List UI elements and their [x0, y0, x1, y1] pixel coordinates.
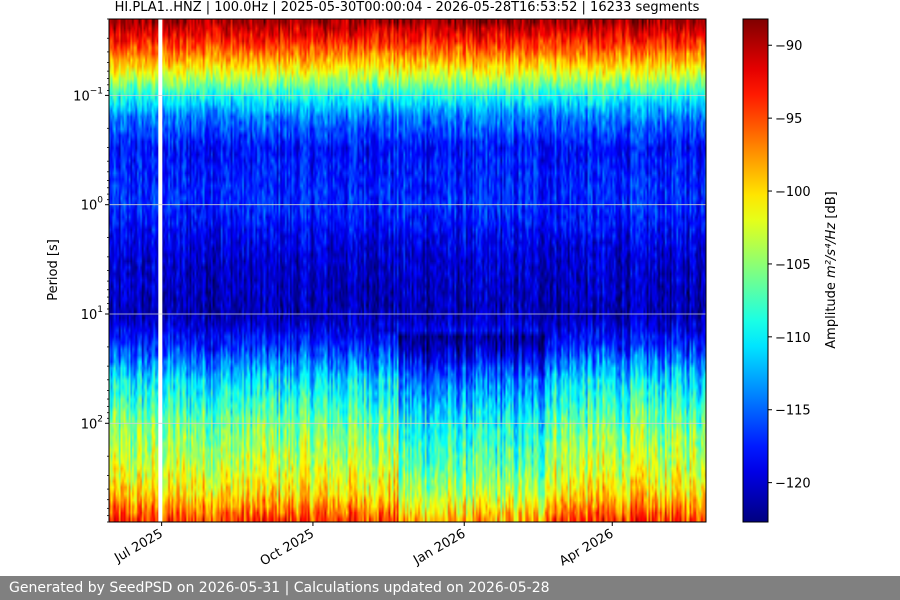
data-gap — [158, 19, 163, 522]
colorbar-tick-label: −105 — [775, 258, 811, 273]
colorbar-tick-label: −100 — [775, 185, 811, 200]
x-tick-label: Apr 2026 — [557, 526, 616, 569]
y-tick-label: 102 — [81, 414, 103, 432]
plot-area — [108, 18, 707, 523]
colorbar-tick-label: −110 — [775, 331, 811, 346]
y-tick-label: 10−1 — [73, 86, 103, 104]
x-tick-label: Jul 2025 — [111, 526, 165, 566]
y-axis: 10−1 100 101 102 — [73, 18, 109, 523]
y-tick-label: 100 — [81, 196, 104, 214]
colorbar-label-suffix: [dB] — [824, 191, 839, 222]
colorbar-tick-label: −90 — [775, 39, 802, 54]
y-tick-label: 101 — [81, 305, 103, 323]
y-axis-label: Period [s] — [46, 239, 61, 301]
x-tick-label: Oct 2025 — [258, 526, 317, 569]
footer-bar: Generated by SeedPSD on 2026-05-31 | Cal… — [0, 576, 900, 600]
colorbar: −90 −95 −100 −105 −110 −115 −120 — [742, 18, 811, 523]
footer-text: Generated by SeedPSD on 2026-05-31 | Cal… — [9, 580, 550, 596]
colorbar-tick-label: −120 — [775, 477, 811, 492]
colorbar-label: Amplitude m²/s⁴/Hz [dB] — [824, 191, 839, 348]
colorbar-label-unit: m²/s⁴/Hz — [824, 222, 839, 278]
colorbar-tick-label: −115 — [775, 404, 811, 419]
colorbar-tick-label: −95 — [775, 112, 802, 127]
chart-title: HI.PLA1..HNZ | 100.0Hz | 2025-05-30T00:0… — [115, 0, 700, 15]
x-tick-label: Jan 2026 — [410, 526, 468, 568]
x-axis: Jul 2025 Oct 2025 Jan 2026 Apr 2026 — [111, 522, 616, 569]
colorbar-label-prefix: Amplitude — [824, 278, 839, 349]
colorbar-gradient — [742, 18, 769, 523]
spectrogram-image — [109, 19, 706, 522]
